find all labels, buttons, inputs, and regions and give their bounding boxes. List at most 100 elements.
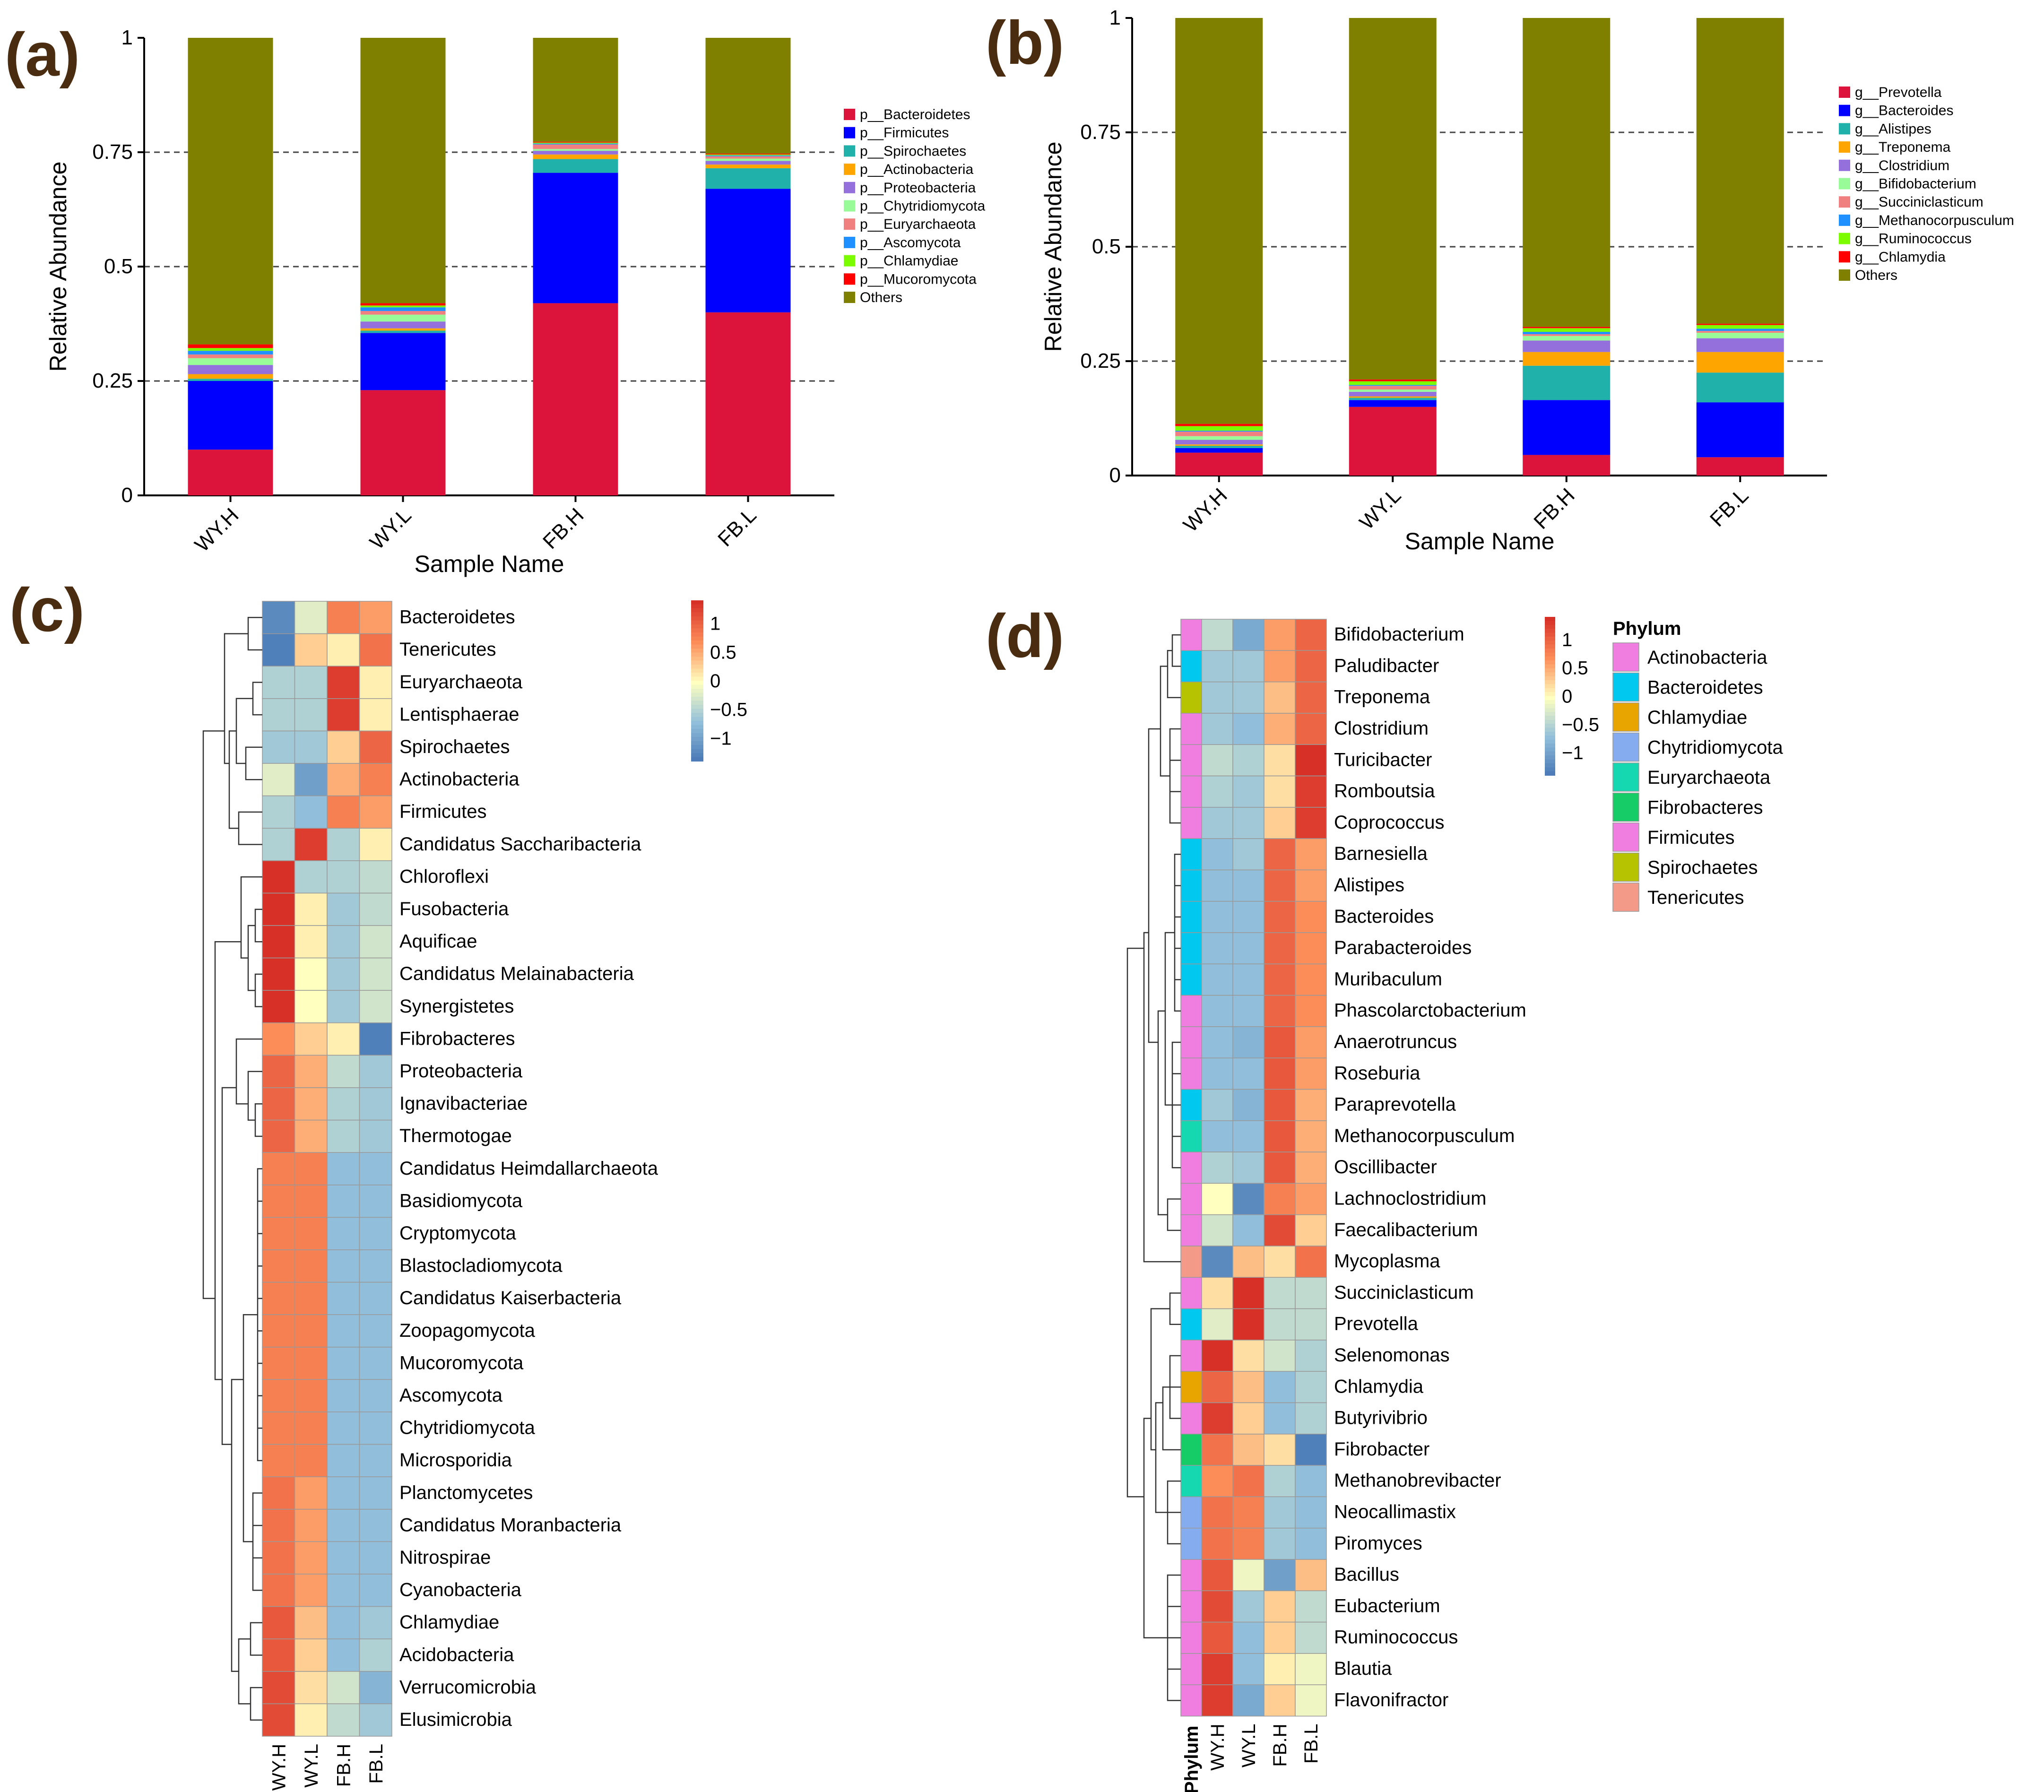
colorbar-segment <box>1545 744 1555 748</box>
heatmap-cell <box>262 1541 295 1575</box>
row-label-paraprevotella: Paraprevotella <box>1334 1094 1456 1115</box>
y-axis-label: Relative Abundance <box>1040 142 1066 352</box>
colorbar-segment <box>1545 751 1555 756</box>
bar-segment-p-chlamydiae <box>188 348 273 351</box>
bar-segment-p-chlamydiae <box>533 142 618 144</box>
heatmap-cell <box>294 1022 328 1056</box>
y-axis-label: Relative Abundance <box>45 162 71 372</box>
phylum-legend-swatch <box>1612 822 1639 852</box>
legend-entry-others: Others <box>1855 268 1897 283</box>
heatmap-cell <box>1232 1559 1265 1592</box>
row-label-eubacterium: Eubacterium <box>1334 1595 1440 1616</box>
heatmap-cell <box>327 1574 360 1607</box>
heatmap-cell <box>1201 650 1233 683</box>
heatmap-cell <box>1201 1496 1233 1529</box>
colorbar-segment <box>1545 716 1555 720</box>
phylum-legend-euryarchaeota: Euryarchaeota <box>1647 767 1771 788</box>
heatmap-cell <box>327 1217 360 1250</box>
heatmap-cell <box>359 698 392 732</box>
colorbar-segment <box>691 641 703 645</box>
row-label-muribaculum: Muribaculum <box>1334 969 1442 989</box>
heatmap-cell <box>262 1314 295 1348</box>
heatmap-cell <box>359 666 392 699</box>
colorbar-segment <box>691 657 703 661</box>
colorbar-segment <box>1545 767 1555 772</box>
phylum-annotation-cell <box>1180 1151 1202 1184</box>
legend-swatch <box>1839 159 1850 171</box>
bar-segment-p-euryarchaeota <box>188 354 273 358</box>
heatmap-cell <box>327 1281 360 1315</box>
heatmap-cell <box>1201 838 1233 871</box>
stacked-bar-chart-phylum: 0 0.25 0.5 0.75 1 WY.H WY.L FB.H FB.L Sample Name… <box>45 26 985 577</box>
heatmap-cell <box>1201 1120 1233 1152</box>
colorbar-segment <box>1545 644 1555 649</box>
heatmap-cell <box>1295 1684 1327 1717</box>
heatmap-cell <box>327 698 360 732</box>
heatmap-cell <box>294 1411 328 1445</box>
heatmap-cell <box>1264 1684 1296 1717</box>
heatmap-cell <box>1232 1434 1265 1466</box>
bar-segment-g-treponema <box>1175 444 1263 446</box>
heatmap-cell <box>262 1476 295 1510</box>
phylum-annotation-cell <box>1180 1026 1202 1058</box>
heatmap-cell <box>262 795 295 829</box>
colorbar-tick-label: 0 <box>1562 686 1572 707</box>
phylum-annotation-cell <box>1180 1653 1202 1685</box>
dendrogram-branch <box>231 1379 243 1672</box>
colorbar-segment <box>691 713 703 718</box>
colorbar-segment <box>691 673 703 677</box>
x-axis-label: Sample Name <box>1405 528 1555 554</box>
colorbar-segment <box>691 604 703 609</box>
colorbar-segment <box>1545 624 1555 630</box>
colorbar-segment <box>691 612 703 617</box>
heatmap-cell <box>1201 1151 1233 1184</box>
row-label-chlamydiae: Chlamydiae <box>399 1612 499 1633</box>
heatmap-cell <box>1295 1496 1327 1529</box>
colorbar-segment <box>691 705 703 710</box>
bar-segment-p-bacteroidetes <box>705 312 791 495</box>
heatmap-cell <box>1264 1340 1296 1372</box>
heatmap-cell <box>294 892 328 926</box>
colorbar-segment <box>691 676 703 681</box>
phylum-annotation-cell <box>1180 1089 1202 1121</box>
heatmap-cell <box>359 1541 392 1575</box>
heatmap-cell <box>294 1703 328 1737</box>
heatmap-cell <box>1201 995 1233 1027</box>
phylum-annotation-cell <box>1180 838 1202 871</box>
heatmap-cell <box>1232 995 1265 1027</box>
bar-segment-p-proteobacteria <box>705 161 791 165</box>
phylum-annotation-cell <box>1180 744 1202 777</box>
legend-entry-p-chlamydiae: p__Chlamydiae <box>860 253 958 269</box>
heatmap-cell <box>1264 869 1296 902</box>
row-label-bifidobacterium: Bifidobacterium <box>1334 624 1464 645</box>
heatmap-cell <box>262 1703 295 1737</box>
y-tick-label: 0.5 <box>104 255 133 278</box>
row-label-faecalibacterium: Faecalibacterium <box>1334 1220 1478 1240</box>
x-tick-label: FB.L <box>1706 484 1753 531</box>
legend-swatch <box>844 200 855 212</box>
colorbar-segment <box>1545 727 1555 732</box>
bar-segment-p-actinobacteria <box>360 328 446 331</box>
phylum-annotation-cell <box>1180 1559 1202 1592</box>
heatmap-cell <box>1295 775 1327 808</box>
heatmap-cell <box>359 1379 392 1412</box>
heatmap-cell <box>262 1185 295 1218</box>
colorbar-segment <box>1545 712 1555 717</box>
heatmap-cell <box>1264 995 1296 1027</box>
row-label-methanocorpusculum: Methanocorpusculum <box>1334 1125 1515 1146</box>
row-label-blautia: Blautia <box>1334 1658 1392 1679</box>
colorbar-segment <box>691 620 703 625</box>
phylum-legend-bacteroidetes: Bacteroidetes <box>1647 677 1763 698</box>
heatmap-cell <box>1264 775 1296 808</box>
phylum-legend-swatch <box>1612 702 1639 732</box>
phylum-annotation-cell <box>1180 775 1202 808</box>
legend-swatch <box>844 273 855 285</box>
bar-segment-p-bacteroidetes <box>188 450 273 495</box>
heatmap-cell <box>327 1379 360 1412</box>
heatmap-cell <box>1295 807 1327 839</box>
heatmap-cell <box>359 1411 392 1445</box>
phylum-annotation-cell <box>1180 1340 1202 1372</box>
row-label-zoopagomycota: Zoopagomycota <box>399 1320 536 1341</box>
heatmap-cell <box>294 763 328 796</box>
dendrogram-branch <box>1143 1418 1168 1638</box>
